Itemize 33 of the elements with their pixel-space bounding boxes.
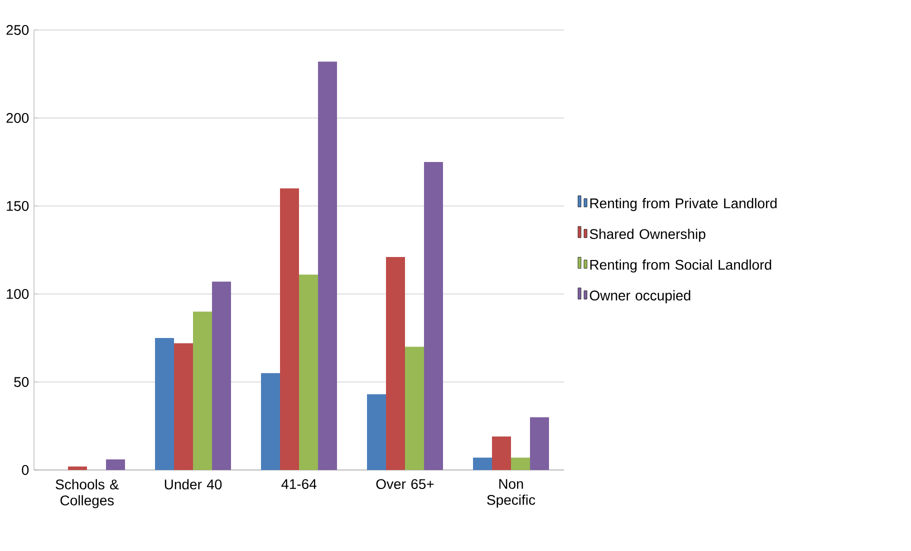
y-tick-label: 50 <box>14 377 29 387</box>
bar <box>299 274 318 470</box>
x-tick-label: Under 40 <box>164 479 222 490</box>
x-tick-label: Over 65+ <box>376 479 434 490</box>
x-tick-label: Non Specific <box>487 479 536 508</box>
bar <box>155 338 174 470</box>
bar <box>473 458 492 470</box>
legend-label: Renting from Private Landlord <box>590 198 777 212</box>
y-tick-label: 250 <box>6 25 29 35</box>
y-tick-label: 0 <box>22 465 29 475</box>
bar <box>318 62 338 470</box>
bar <box>174 343 194 470</box>
bar <box>106 459 126 470</box>
bar <box>405 346 424 470</box>
bar <box>68 466 88 470</box>
bar <box>193 312 212 470</box>
bar <box>386 257 406 470</box>
bar <box>367 394 386 470</box>
bar <box>492 436 512 470</box>
y-tick-label: 200 <box>6 113 29 123</box>
bar <box>261 373 280 470</box>
y-tick-label: 100 <box>6 289 29 299</box>
y-tick-label: 150 <box>6 201 29 211</box>
bar <box>511 458 530 470</box>
x-tick-label: Schools & Colleges <box>56 479 119 508</box>
bar <box>530 417 549 470</box>
bar <box>424 162 443 470</box>
bar <box>212 282 232 470</box>
bar <box>280 188 300 470</box>
x-tick-label: 41-64 <box>281 479 316 490</box>
legend-label: Owner occupied <box>590 290 690 304</box>
legend-label: Renting from Social Landlord <box>590 259 772 273</box>
legend-label: Shared Ownership <box>590 228 706 242</box>
